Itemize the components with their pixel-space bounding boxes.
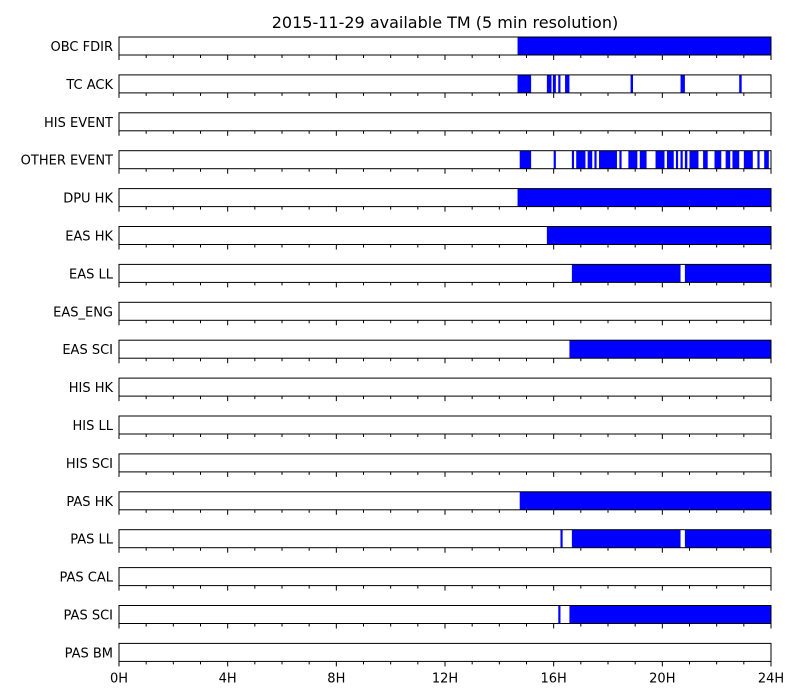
- timeline-row: EAS HK: [65, 226, 772, 250]
- row-frame-background: [119, 302, 771, 321]
- row-frame-background: [119, 112, 771, 131]
- x-tick-label: 16H: [541, 671, 567, 686]
- availability-segment: [655, 150, 665, 169]
- row-label: PAS CAL: [60, 571, 114, 586]
- row-label: PAS LL: [70, 533, 114, 548]
- timeline-row: HIS SCI: [66, 453, 772, 477]
- row-label: HIS EVENT: [44, 116, 113, 131]
- x-tick-label: 4H: [219, 671, 237, 686]
- chart-title: 2015-11-29 available TM (5 min resolutio…: [272, 13, 618, 32]
- availability-segment: [732, 150, 740, 169]
- availability-segment: [587, 150, 593, 169]
- availability-segment: [714, 150, 722, 169]
- row-label: HIS LL: [73, 419, 114, 434]
- row-label: OBC FDIR: [51, 40, 114, 55]
- timeline-row: OBC FDIR: [51, 36, 772, 60]
- availability-segment: [764, 150, 769, 169]
- row-label: HIS SCI: [66, 457, 113, 472]
- row-frame-background: [119, 567, 771, 586]
- row-frame-background: [119, 74, 771, 93]
- availability-segment: [639, 150, 647, 169]
- x-axis: 0H 4H 8H 12H 16H 20H 24H: [110, 671, 784, 686]
- row-label: PAS HK: [66, 495, 113, 510]
- row-frame-background: [119, 416, 771, 434]
- availability-segment: [571, 150, 575, 169]
- availability-segment: [628, 150, 638, 169]
- availability-segment: [684, 529, 771, 548]
- timeline-row: EAS LL: [69, 263, 772, 288]
- x-tick-label: 24H: [758, 671, 784, 686]
- timeline-row: EAS SCI: [62, 339, 772, 364]
- row-label: EAS_ENG: [53, 305, 113, 320]
- row-label: TC ACK: [65, 78, 113, 93]
- row-label: PAS BM: [65, 646, 113, 661]
- x-tick-label: 12H: [432, 671, 458, 686]
- availability-segment: [684, 150, 688, 169]
- availability-segment: [689, 150, 699, 169]
- row-frame-background: [119, 643, 771, 662]
- timeline-row: OTHER EVENT: [21, 150, 772, 174]
- availability-segment: [571, 264, 681, 283]
- availability-segment: [599, 150, 617, 169]
- availability-segment: [666, 150, 674, 169]
- availability-segment: [519, 150, 532, 169]
- timeline-row: HIS LL: [73, 415, 772, 439]
- timeline-row: TC ACK: [65, 74, 772, 98]
- availability-segment: [569, 605, 771, 624]
- availability-segment: [739, 74, 742, 93]
- availability-segment: [576, 150, 586, 169]
- availability-segment: [703, 150, 708, 169]
- timeline-row: PAS HK: [66, 491, 772, 515]
- timeline-rows: OBC FDIR TC ACK HIS EVENT OTHER EVENT DPU HK…: [21, 36, 772, 667]
- availability-segment: [675, 150, 679, 169]
- timeline-row: HIS HK: [69, 377, 772, 402]
- availability-segment: [565, 74, 570, 93]
- timeline-row: PAS BM: [65, 642, 772, 667]
- row-label: PAS SCI: [64, 609, 113, 624]
- timeline-row: HIS EVENT: [44, 112, 772, 136]
- availability-segment: [546, 226, 771, 245]
- row-label: DPU HK: [63, 192, 113, 207]
- availability-segment: [725, 150, 731, 169]
- timeline-row: DPU HK: [63, 188, 772, 212]
- availability-segment: [558, 74, 561, 93]
- availability-segment: [680, 74, 685, 93]
- timeline-row: PAS SCI: [64, 605, 772, 629]
- row-frame-background: [119, 453, 771, 472]
- row-label: EAS LL: [69, 267, 114, 282]
- x-tick-label: 20H: [649, 671, 675, 686]
- x-tick-label: 0H: [110, 671, 128, 686]
- availability-segment: [558, 605, 561, 624]
- availability-segment: [757, 150, 760, 169]
- availability-segment: [743, 150, 753, 169]
- availability-segment: [569, 340, 771, 359]
- availability-segment: [684, 264, 771, 283]
- timeline-row: PAS LL: [70, 529, 772, 553]
- availability-segment: [519, 491, 771, 510]
- x-tick-label: 8H: [327, 671, 345, 686]
- row-label: HIS HK: [69, 381, 114, 396]
- timeline-row: PAS CAL: [60, 567, 772, 591]
- availability-segment: [553, 150, 556, 169]
- availability-segment: [560, 529, 563, 548]
- availability-segment: [594, 150, 597, 169]
- availability-segment: [630, 74, 633, 93]
- row-label: OTHER EVENT: [21, 154, 113, 169]
- availability-segment: [517, 188, 771, 207]
- availability-segment: [552, 74, 556, 93]
- availability-segment: [517, 37, 771, 55]
- row-frame-background: [119, 378, 771, 397]
- availability-segment: [517, 74, 532, 93]
- availability-segment: [546, 74, 552, 93]
- timeline-row: EAS_ENG: [53, 301, 772, 326]
- row-label: EAS SCI: [62, 343, 113, 358]
- availability-segment: [571, 529, 681, 548]
- availability-segment: [680, 150, 683, 169]
- row-label: EAS HK: [65, 230, 113, 245]
- availability-segment: [619, 150, 622, 169]
